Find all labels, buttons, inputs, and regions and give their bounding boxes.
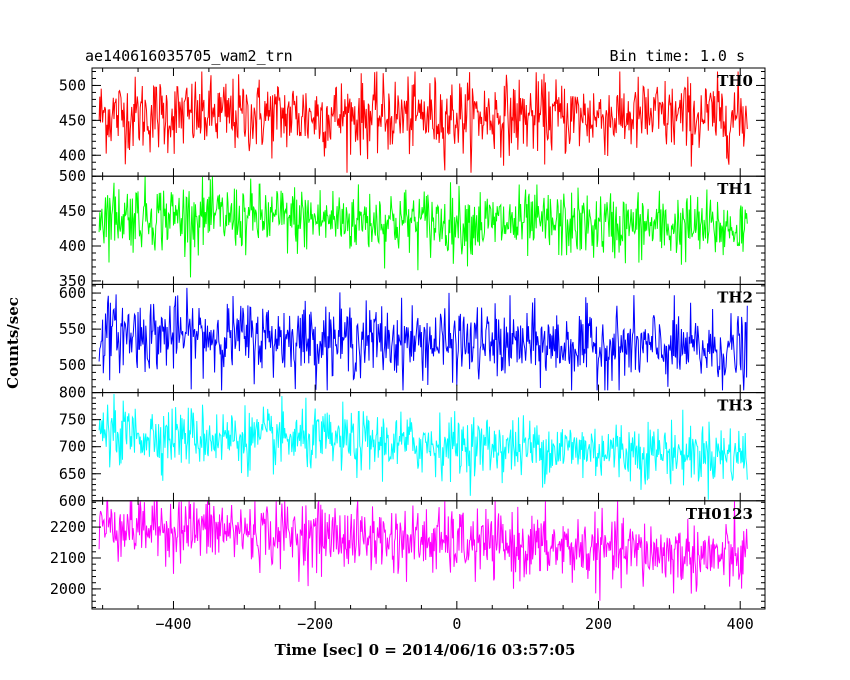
series-line-th0 [98,71,748,173]
x-tick-label: 200 [585,615,612,633]
panel-th0123: 2000 2100 2200 TH0123 [50,499,766,610]
panel-label: TH0 [717,72,753,90]
y-tick-label: 400 [59,237,86,255]
panel-th0: 400 450 500 TH0 [59,67,766,177]
panel-th1: 350 400 450 500 TH1 [59,167,766,290]
y-tick-label: 2000 [50,580,86,598]
x-tick-label: −400 [155,615,191,633]
y-tick-label: 350 [59,272,86,290]
y-tick-label: 550 [59,320,86,338]
y-tick-label: 500 [59,167,86,185]
y-tick-label: 450 [59,202,86,220]
y-tick-label: 750 [59,411,86,429]
bin-time-label: Bin time: 1.0 s [610,47,745,65]
series-line-th3 [98,393,748,500]
panels-group: 400 450 500 TH0 350 400 450 500 TH1 500 550 600 TH2 6… [50,67,766,633]
panel-label: TH1 [717,180,753,198]
series-line-th2 [98,287,748,391]
panel-th2: 500 550 600 TH2 [59,283,766,394]
x-tick-label: 400 [727,615,754,633]
y-tick-label: 450 [59,111,86,129]
x-tick-label: 0 [452,615,461,633]
series-line-th1 [98,176,748,278]
x-axis-label: Time [sec] 0 = 2014/06/16 03:57:05 [275,641,576,659]
panel-label: TH0123 [686,505,753,523]
x-tick-label: −200 [297,615,333,633]
y-tick-label: 400 [59,146,86,164]
y-tick-label: 2100 [50,549,86,567]
panel-th3: 600 650 700 750 800 TH3 [59,384,766,510]
panel-frame [91,500,766,610]
y-axis-label: Counts/sec [4,297,22,389]
panel-label: TH3 [717,397,753,415]
series-line-th0123 [98,499,748,601]
panel-label: TH2 [717,288,753,306]
y-tick-label: 2200 [50,518,86,536]
y-tick-label: 500 [59,76,86,94]
y-tick-label: 800 [59,384,86,402]
y-tick-label: 600 [59,492,86,510]
y-tick-label: 600 [59,284,86,302]
y-tick-label: 650 [59,465,86,483]
y-tick-label: 500 [59,356,86,374]
chart-title: ae140616035705_wam2_trn [85,47,293,65]
panel-frame [91,283,766,394]
y-tick-label: 700 [59,438,86,456]
